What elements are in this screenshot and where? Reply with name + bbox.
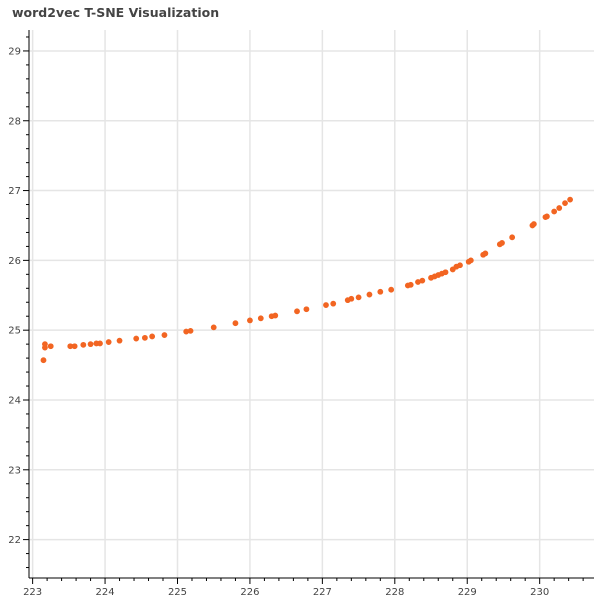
data-point [366,291,373,298]
data-point [442,269,449,276]
grid-lines [29,30,594,578]
data-point [482,250,489,257]
data-point [499,240,505,246]
data-point [544,213,550,220]
data-point [133,335,140,342]
x-tick-label: 228 [385,587,404,598]
y-tick-label: 22 [8,535,21,546]
data-point [509,234,516,241]
data-point [161,332,168,338]
data-point [330,300,337,307]
data-point [187,327,194,334]
data-point [530,221,537,227]
data-point [388,286,395,293]
chart-title: word2vec T-SNE Visualization [12,5,220,20]
data-point [355,294,362,301]
x-axis: 223 224 225 226 227 228 229 230 [23,577,594,598]
data-point [40,357,47,364]
axes: 22 23 24 25 26 27 28 29 223 224 225 226 227 228 229 23… [8,30,594,598]
x-tick-label: 223 [23,587,42,598]
data-point [105,339,112,345]
y-tick-label: 24 [8,395,21,406]
y-tick-label: 23 [8,465,21,476]
data-point [467,257,474,264]
data-point [149,333,156,340]
data-point [348,295,355,302]
y-tick-label: 29 [8,46,21,57]
x-tick-label: 229 [458,587,477,598]
data-point [141,334,148,341]
x-tick-label: 226 [240,587,259,598]
data-point [87,341,94,348]
data-point [210,324,217,331]
data-point [97,340,103,347]
data-point [116,337,123,344]
data-points [40,196,573,364]
data-point [80,341,87,348]
data-point [303,306,310,313]
data-point [42,344,48,351]
y-tick-label: 25 [8,326,21,337]
data-point [419,277,426,284]
data-point [232,320,239,327]
y-tick-label: 27 [8,186,21,197]
data-point [247,317,253,324]
y-tick-label: 28 [8,116,21,127]
data-point [47,343,54,350]
data-point [272,312,279,319]
data-point [294,308,300,315]
y-axis: 22 23 24 25 26 27 28 29 [8,30,30,578]
data-point [562,200,568,207]
data-point [457,262,463,269]
x-tick-label: 225 [168,587,187,598]
data-point [257,315,264,322]
data-point [556,205,563,211]
x-tick-label: 230 [530,587,549,598]
data-point [551,208,558,215]
y-tick-label: 26 [8,256,21,267]
data-point [567,196,573,203]
x-tick-label: 224 [96,587,115,598]
data-point [377,288,384,295]
data-point [71,343,78,350]
x-tick-label: 227 [313,587,332,598]
data-point [323,302,329,308]
data-point [407,281,414,288]
